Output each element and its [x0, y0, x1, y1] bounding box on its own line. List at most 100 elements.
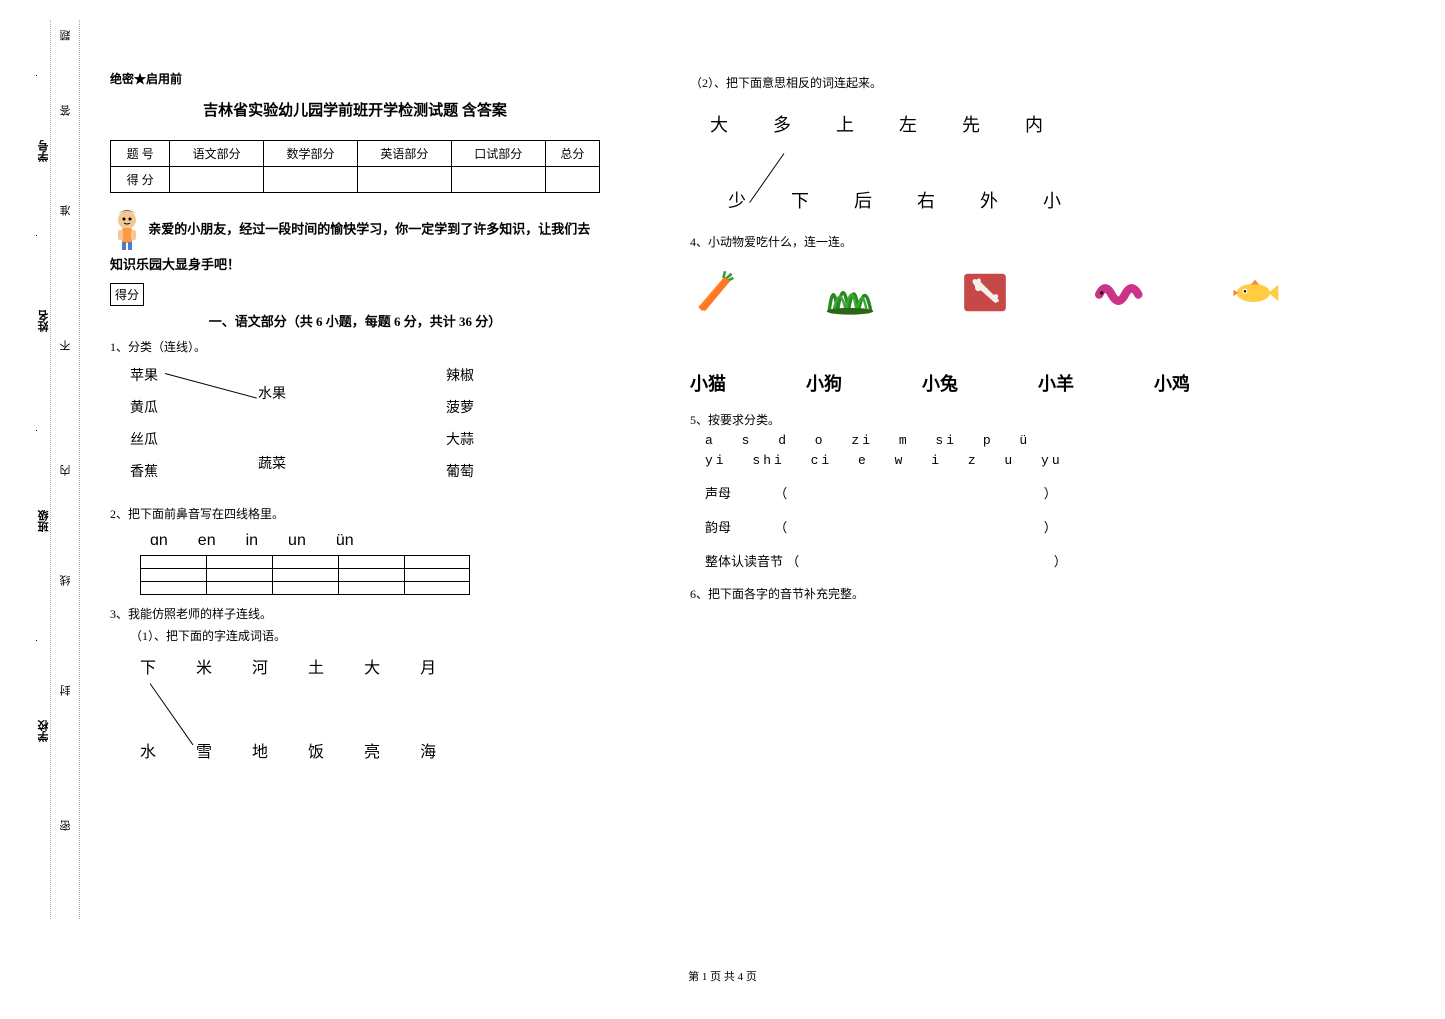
fish-icon [1230, 265, 1280, 320]
char: 河 [252, 654, 268, 678]
pinyin: en [198, 532, 216, 550]
cell[interactable] [357, 167, 451, 193]
animal: 小狗 [806, 370, 842, 396]
pinyin-area: ɑn en in un ün [140, 532, 570, 595]
score-box: 得分 [110, 283, 144, 306]
binding-edge: 题 答 准 不 内 线 封 密 学号 姓名 班级 学校 [50, 20, 80, 919]
char: 饭 [308, 738, 324, 762]
left-items: 苹果 黄瓜 丝瓜 香蕉 [130, 365, 158, 481]
char: 雪 [196, 738, 212, 762]
animal: 小猫 [690, 370, 726, 396]
classify-yunmu: 韵母 （ ） [705, 517, 1265, 536]
char: 米 [196, 654, 212, 678]
binding-field: 班级 [36, 510, 52, 532]
q3-sub2: （2）、把下面意思相反的词连起来。 [690, 74, 1280, 91]
food-icons [690, 265, 1280, 320]
binding-field: 学校 [36, 720, 52, 742]
binding-label: 线 [58, 575, 74, 586]
confidential-label: 绝密★启用前 [110, 70, 600, 87]
animal: 小鸡 [1154, 370, 1190, 396]
header-cell: 口试部分 [451, 141, 545, 167]
antonym-match: 大 多 上 左 先 内 少 下 后 右 外 小 [710, 111, 1260, 213]
pinyin-line1: a s d o zi m si p ü [705, 433, 1265, 448]
char: 地 [252, 738, 268, 762]
char-match: 下 米 河 土 大 月 水 雪 地 饭 亮 海 [140, 654, 570, 762]
header-cell: 语文部分 [170, 141, 264, 167]
binding-label: 密 [58, 820, 74, 831]
label: 整体认读音节 [705, 554, 783, 569]
cell[interactable] [545, 167, 599, 193]
char: 亮 [364, 738, 380, 762]
animal-names: 小猫 小狗 小兔 小羊 小鸡 [690, 370, 1280, 396]
char: 少 [728, 187, 746, 213]
char: 水 [140, 738, 156, 762]
ant-row-top: 大 多 上 左 先 内 [710, 111, 1260, 137]
intro-content: 亲爱的小朋友，经过一段时间的愉快学习，你一定学到了许多知识，让我们去知识乐园大显… [110, 221, 590, 272]
label: 韵母 [705, 520, 731, 535]
cell: 得 分 [111, 167, 170, 193]
right-items: 辣椒 菠萝 大蒜 葡萄 [446, 365, 474, 481]
footer: 第 1 页 共 4 页 [0, 968, 1445, 984]
pinyin: in [246, 532, 258, 550]
animal: 小兔 [922, 370, 958, 396]
char: 上 [836, 111, 854, 137]
q4-label: 4、小动物爱吃什么，连一连。 [690, 233, 1280, 250]
binding-label: 不 [58, 340, 74, 351]
item: 辣椒 [446, 365, 474, 385]
table-row: 题 号 语文部分 数学部分 英语部分 口试部分 总分 [111, 141, 600, 167]
cell[interactable] [170, 167, 264, 193]
left-column: 绝密★启用前 吉林省实验幼儿园学前班开学检测试题 含答案 题 号 语文部分 数学… [110, 70, 600, 772]
page-title: 吉林省实验幼儿园学前班开学检测试题 含答案 [110, 99, 600, 120]
cell[interactable] [451, 167, 545, 193]
char-row-bottom: 水 雪 地 饭 亮 海 [140, 738, 570, 762]
binding-label: 封 [58, 685, 74, 696]
underline [36, 235, 37, 295]
char: 先 [962, 111, 980, 137]
char: 内 [1025, 111, 1043, 137]
label: 声母 [705, 486, 731, 501]
q1-label: 1、分类（连线）。 [110, 338, 600, 355]
binding-label: 题 [58, 30, 74, 41]
char: 左 [899, 111, 917, 137]
cell[interactable] [264, 167, 358, 193]
char: 多 [773, 111, 791, 137]
binding-field: 姓名 [36, 310, 52, 332]
pinyin: ün [336, 532, 354, 550]
animal: 小羊 [1038, 370, 1074, 396]
q3-sub1: （1）、把下面的字连成词语。 [130, 627, 600, 644]
char: 小 [1043, 187, 1061, 213]
right-column: （2）、把下面意思相反的词连起来。 大 多 上 左 先 内 少 下 后 右 外 … [690, 70, 1280, 607]
item: 香蕉 [130, 461, 158, 481]
char: 大 [710, 111, 728, 137]
char: 月 [420, 654, 436, 678]
binding-field: 学号 [36, 140, 52, 162]
char: 后 [854, 187, 872, 213]
classify-shengmu: 声母 （ ） [705, 483, 1265, 502]
header-cell: 数学部分 [264, 141, 358, 167]
q2-label: 2、把下面前鼻音写在四线格里。 [110, 505, 600, 522]
binding-label: 准 [58, 205, 74, 216]
grass-icon [825, 265, 875, 320]
item: 黄瓜 [130, 397, 158, 417]
item: 菠萝 [446, 397, 474, 417]
table-row: 得 分 [111, 167, 600, 193]
header-cell: 英语部分 [357, 141, 451, 167]
carrot-icon [690, 265, 740, 320]
underline [36, 640, 37, 700]
q5-label: 5、按要求分类。 [690, 411, 1280, 428]
item: 葡萄 [446, 461, 474, 481]
intro-text: 亲爱的小朋友，经过一段时间的愉快学习，你一定学到了许多知识，让我们去知识乐园大显… [110, 208, 600, 278]
score-table: 题 号 语文部分 数学部分 英语部分 口试部分 总分 得 分 [110, 140, 600, 193]
q1-match: 苹果 黄瓜 丝瓜 香蕉 水果 蔬菜 辣椒 菠萝 大蒜 葡萄 [130, 365, 580, 495]
item: 大蒜 [446, 429, 474, 449]
binding-label: 内 [58, 465, 74, 476]
pinyin: ɑn [150, 532, 168, 550]
classify-zhengti: 整体认读音节 （ ） [705, 551, 1265, 570]
q6-label: 6、把下面各字的音节补充完整。 [690, 585, 1280, 602]
pinyin: un [288, 532, 306, 550]
char: 外 [980, 187, 998, 213]
four-line-grid[interactable] [140, 555, 470, 595]
char: 下 [140, 654, 156, 678]
char: 大 [364, 654, 380, 678]
pinyin-line2: yi shi ci e w i z u yu [705, 453, 1265, 468]
